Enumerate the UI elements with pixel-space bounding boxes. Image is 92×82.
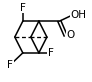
Text: OH: OH [71,10,87,20]
Text: F: F [7,60,13,70]
Text: F: F [48,48,53,58]
Text: F: F [20,3,26,13]
Text: O: O [66,30,75,40]
